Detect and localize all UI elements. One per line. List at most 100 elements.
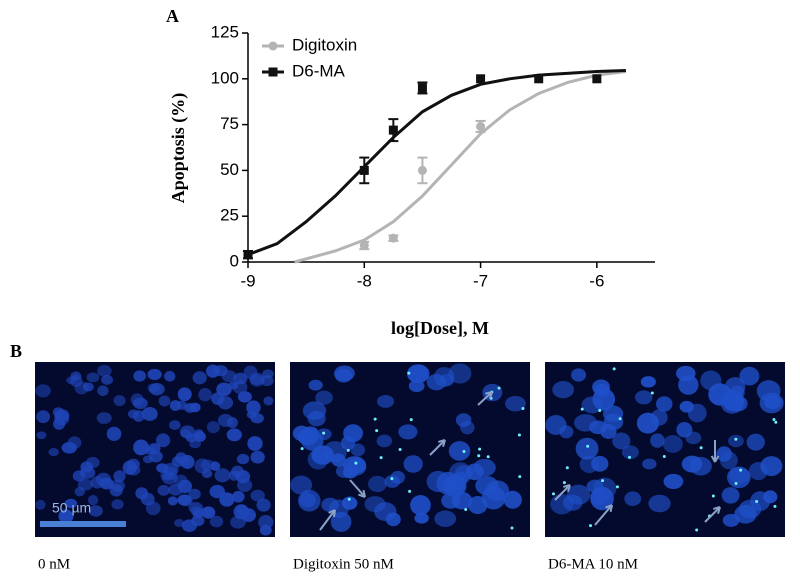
nucleus [302,426,319,439]
nucleus [86,372,100,383]
nucleus [198,388,213,402]
apoptotic-body [300,447,304,451]
nucleus [101,374,114,385]
nucleus [147,368,162,380]
nucleus [228,381,239,390]
apoptotic-body [565,466,569,470]
nucleus [308,379,323,391]
nucleus [132,397,148,410]
data-point [417,83,427,93]
apoptotic-body [521,406,525,410]
arrow [477,391,493,406]
apoptotic-body [497,386,501,390]
nucleus [678,374,699,395]
nucleus [192,371,207,385]
nucleus [746,433,765,451]
arrow [349,479,366,498]
nucleus [635,390,653,405]
data-point [534,74,544,84]
arrow [704,506,721,523]
apoptotic-body [347,497,351,501]
apoptotic-body [695,528,699,532]
nucleus [246,400,261,415]
y-tick-label: 25 [220,206,239,225]
apoptotic-body [601,479,605,483]
nucleus [586,479,604,493]
apoptotic-body [739,468,743,472]
nucleus [591,455,609,472]
nucleus [168,483,184,496]
apoptotic-body [618,417,622,421]
apoptotic-body [510,526,514,530]
nucleus [35,499,46,510]
nucleus [403,455,423,473]
apoptotic-body [598,409,602,413]
nucleus [250,413,264,424]
data-point [388,125,398,135]
nucleus [334,365,355,382]
nucleus [505,395,526,412]
nucleus [259,524,272,536]
nucleus [174,519,185,528]
nucleus [642,458,657,470]
apoptotic-body [373,417,377,421]
nucleus [448,441,471,461]
nucleus [226,428,242,442]
nucleus [368,475,387,493]
apoptotic-body [322,431,326,435]
x-axis-label: log[Dose], M [391,318,489,338]
nucleus [80,461,94,473]
apoptotic-body [562,481,566,485]
scale-bar [40,521,126,527]
nucleus [226,417,238,429]
data-point [359,165,369,175]
nucleus [503,490,522,509]
nucleus [485,480,510,502]
nucleus [315,390,333,405]
nucleus [250,489,265,502]
y-tick-label: 50 [220,160,239,179]
nucleus [145,501,161,516]
nucleus [36,410,50,424]
nucleus [87,494,99,506]
nucleus [249,375,265,387]
nucleus [144,446,156,455]
panel-label: A [166,6,179,26]
nucleus [434,510,457,527]
nucleus [763,490,778,504]
nucleus [331,453,346,467]
nucleus [716,446,732,462]
nucleus [377,395,395,408]
nucleus [209,515,224,528]
nucleus [341,496,358,510]
apoptotic-body [586,444,590,448]
y-tick-label: 100 [211,68,239,87]
nucleus [410,495,431,516]
caption: D6-MA 10 nM [548,556,638,572]
nucleus [155,433,171,448]
nucleus [398,424,418,440]
apoptotic-body [612,367,616,371]
nucleus [206,421,220,434]
nucleus [97,385,109,397]
nucleus [189,439,201,449]
nucleus [262,369,274,379]
nucleus [88,505,103,517]
apoptotic-body [615,485,619,489]
x-tick-label: -6 [589,271,604,290]
nucleus [448,363,472,384]
apoptotic-body [628,455,632,459]
nucleus [157,484,170,496]
data-point [476,121,486,131]
nucleus [385,512,401,527]
apoptotic-body [464,508,468,512]
nucleus [562,494,583,511]
nucleus [135,487,149,500]
nucleus [201,469,213,479]
nucleus [728,434,744,448]
nucleus [174,474,188,487]
scale-bar-label: 50 µm [52,500,91,516]
data-point [476,74,486,84]
nucleus [214,468,231,483]
